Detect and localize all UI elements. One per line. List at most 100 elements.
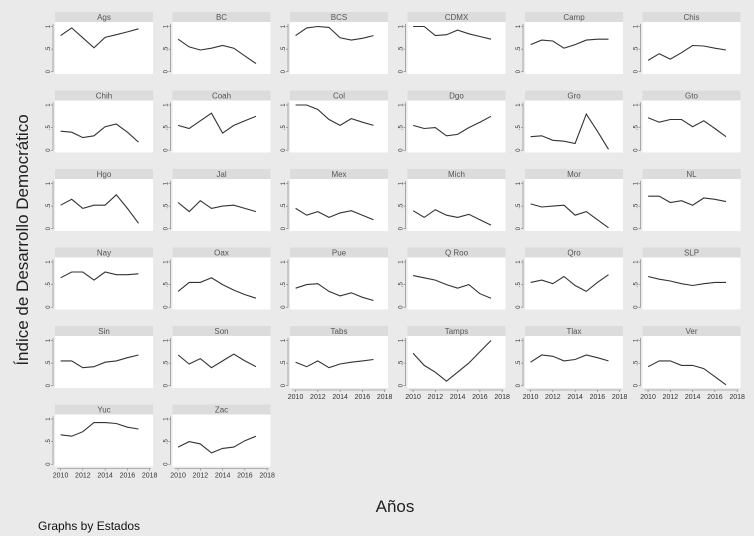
y-tick-label: 1 xyxy=(281,260,287,264)
panel-qro: Qro 1 .5 0 xyxy=(516,247,623,310)
panel-strip xyxy=(525,247,623,258)
panel-plot-area xyxy=(55,414,153,467)
y-tick-label: 0 xyxy=(281,226,287,230)
y-tick-label: 1 xyxy=(399,24,405,28)
panels-group: Ags1.50BC1.50BCS1.50CDMX1.50Camp1.50Chis… xyxy=(46,12,745,480)
x-tick-label: 2018 xyxy=(377,394,393,401)
series-line-gro xyxy=(530,112,609,150)
series-line-bc xyxy=(177,38,257,65)
panel-strip xyxy=(172,247,271,258)
y-tick-label: 0 xyxy=(164,462,170,466)
panel-tamps: Tamps 1 .5 0 2010 2012 2014 2016 2018 xyxy=(399,326,510,401)
series-line-mex xyxy=(295,207,374,221)
y-tick-label: 0 xyxy=(281,305,287,309)
series-line-ags xyxy=(60,27,139,49)
panel-strip xyxy=(172,12,271,22)
panel-title: Qro xyxy=(567,249,581,258)
panel-title: Dgo xyxy=(449,92,464,101)
panel-hgo: Hgo 1 .5 0 xyxy=(46,169,153,231)
panel-strip xyxy=(642,326,741,336)
x-tick-label: 2010 xyxy=(523,394,539,401)
panel-yuc: Yuc 1 .5 0 2010 2012 2014 2016 2018 xyxy=(46,404,158,480)
panel-strip xyxy=(290,247,388,258)
panel-title: Tamps xyxy=(445,327,469,336)
y-tick-label: .5 xyxy=(634,281,640,287)
x-tick-label: 2018 xyxy=(494,394,510,401)
x-tick-label: 2012 xyxy=(545,394,561,401)
x-tick-label: 2012 xyxy=(75,473,91,480)
x-tick-label: 2012 xyxy=(310,394,326,401)
panel-plot-area xyxy=(407,336,506,388)
y-tick-label: 1 xyxy=(516,103,522,107)
x-tick-label: 2014 xyxy=(685,394,701,401)
series-line-tlax xyxy=(530,354,609,363)
y-tick-label: .5 xyxy=(516,124,522,130)
panel-dgo: Dgo 1 .5 0 xyxy=(399,90,506,153)
y-tick-label: 0 xyxy=(46,226,52,230)
panel-title: Camp xyxy=(563,13,585,22)
y-tick-label: 1 xyxy=(634,260,640,264)
x-tick-label: 2016 xyxy=(590,394,606,401)
panel-strip xyxy=(172,90,271,101)
series-line-col xyxy=(295,104,374,127)
y-tick-label: 1 xyxy=(634,24,640,28)
series-line-cdmx xyxy=(413,25,492,40)
y-tick-label: 1 xyxy=(46,417,52,421)
y-tick-label: .5 xyxy=(281,46,287,52)
panel-strip xyxy=(407,12,506,22)
y-tick-label: 1 xyxy=(281,103,287,107)
panel-strip xyxy=(407,247,506,258)
series-line-pue xyxy=(295,283,374,302)
panel-tabs: Tabs 1 .5 0 2010 2012 2014 2016 2018 xyxy=(281,326,393,401)
x-tick-label: 2016 xyxy=(707,394,723,401)
y-tick-label: 1 xyxy=(46,103,52,107)
panel-title: Nay xyxy=(97,249,111,258)
y-tick-label: 0 xyxy=(516,148,522,152)
panel-plot-area xyxy=(642,336,741,388)
x-tick-label: 2016 xyxy=(355,394,371,401)
panel-plot-area xyxy=(525,22,623,74)
y-tick-label: 0 xyxy=(516,305,522,309)
panel-col: Col 1 .5 0 xyxy=(281,90,388,153)
panel-plot-area xyxy=(55,22,153,74)
panel-cdmx: CDMX 1 .5 0 xyxy=(399,12,506,74)
y-tick-label: 0 xyxy=(634,383,640,387)
panel-title: Hgo xyxy=(97,170,112,179)
y-tick-label: .5 xyxy=(281,124,287,130)
series-line-sin xyxy=(60,354,139,369)
y-tick-label: .5 xyxy=(46,124,52,130)
y-tick-label: 0 xyxy=(164,383,170,387)
series-line-nay xyxy=(60,271,139,281)
x-tick-label: 2016 xyxy=(472,394,488,401)
y-tick-label: 0 xyxy=(399,69,405,73)
y-tick-label: 1 xyxy=(399,103,405,107)
series-line-mor xyxy=(530,203,609,229)
y-tick-label: 1 xyxy=(164,181,170,185)
panel-strip xyxy=(642,90,741,101)
panel-mex: Mex 1 .5 0 xyxy=(281,169,388,231)
y-tick-label: .5 xyxy=(516,281,522,287)
x-tick-label: 2018 xyxy=(729,394,745,401)
panel-title: BCS xyxy=(331,13,347,22)
y-tick-label: .5 xyxy=(164,438,170,444)
panel-chih: Chih 1 .5 0 xyxy=(46,90,153,153)
panel-nay: Nay 1 .5 0 xyxy=(46,247,153,310)
panel-pue: Pue 1 .5 0 xyxy=(281,247,388,310)
panel-title: Zac xyxy=(215,406,228,415)
x-tick-label: 2010 xyxy=(53,473,69,480)
panel-plot-area xyxy=(407,100,506,153)
y-axis-label: Índice de Desarrollo Democrático xyxy=(13,114,32,365)
y-tick-label: 0 xyxy=(634,69,640,73)
y-tick-label: 0 xyxy=(399,305,405,309)
panel-strip xyxy=(290,326,388,336)
panel-plot-area xyxy=(642,22,741,74)
panel-plot-area xyxy=(55,257,153,310)
panel-title: Yuc xyxy=(97,406,110,415)
x-tick-label: 2012 xyxy=(663,394,679,401)
y-tick-label: 1 xyxy=(516,338,522,342)
graphs-by-note: Graphs by Estados xyxy=(38,519,140,533)
panel-title: Tlax xyxy=(566,327,581,336)
x-tick-label: 2010 xyxy=(170,473,186,480)
x-tick-label: 2014 xyxy=(450,394,466,401)
y-tick-label: 1 xyxy=(164,260,170,264)
